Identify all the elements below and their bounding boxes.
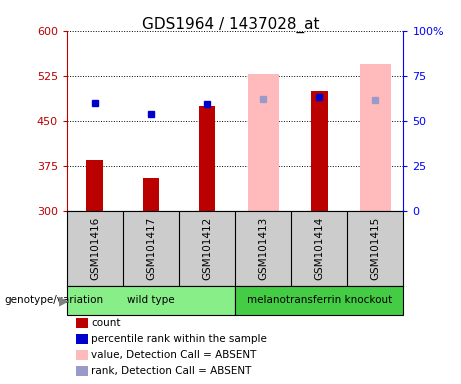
Bar bbox=[235, 286, 403, 315]
Bar bbox=[199, 106, 215, 211]
Text: rank, Detection Call = ABSENT: rank, Detection Call = ABSENT bbox=[91, 366, 252, 376]
Text: GSM101416: GSM101416 bbox=[90, 217, 100, 280]
Bar bbox=[360, 64, 391, 211]
Text: wild type: wild type bbox=[127, 295, 175, 306]
Text: GSM101413: GSM101413 bbox=[258, 217, 268, 280]
Text: count: count bbox=[91, 318, 121, 328]
Text: GDS1964 / 1437028_at: GDS1964 / 1437028_at bbox=[142, 17, 319, 33]
Text: ▶: ▶ bbox=[59, 294, 68, 307]
Text: GSM101417: GSM101417 bbox=[146, 217, 156, 280]
Text: GSM101415: GSM101415 bbox=[370, 217, 380, 280]
Text: GSM101412: GSM101412 bbox=[202, 217, 212, 280]
Text: melanotransferrin knockout: melanotransferrin knockout bbox=[247, 295, 392, 306]
Bar bbox=[248, 74, 278, 211]
Text: genotype/variation: genotype/variation bbox=[5, 295, 104, 306]
Bar bbox=[67, 286, 235, 315]
Text: value, Detection Call = ABSENT: value, Detection Call = ABSENT bbox=[91, 350, 257, 360]
Bar bbox=[87, 160, 103, 211]
Bar bbox=[311, 91, 328, 211]
Bar bbox=[142, 178, 160, 211]
Text: percentile rank within the sample: percentile rank within the sample bbox=[91, 334, 267, 344]
Text: GSM101414: GSM101414 bbox=[314, 217, 324, 280]
